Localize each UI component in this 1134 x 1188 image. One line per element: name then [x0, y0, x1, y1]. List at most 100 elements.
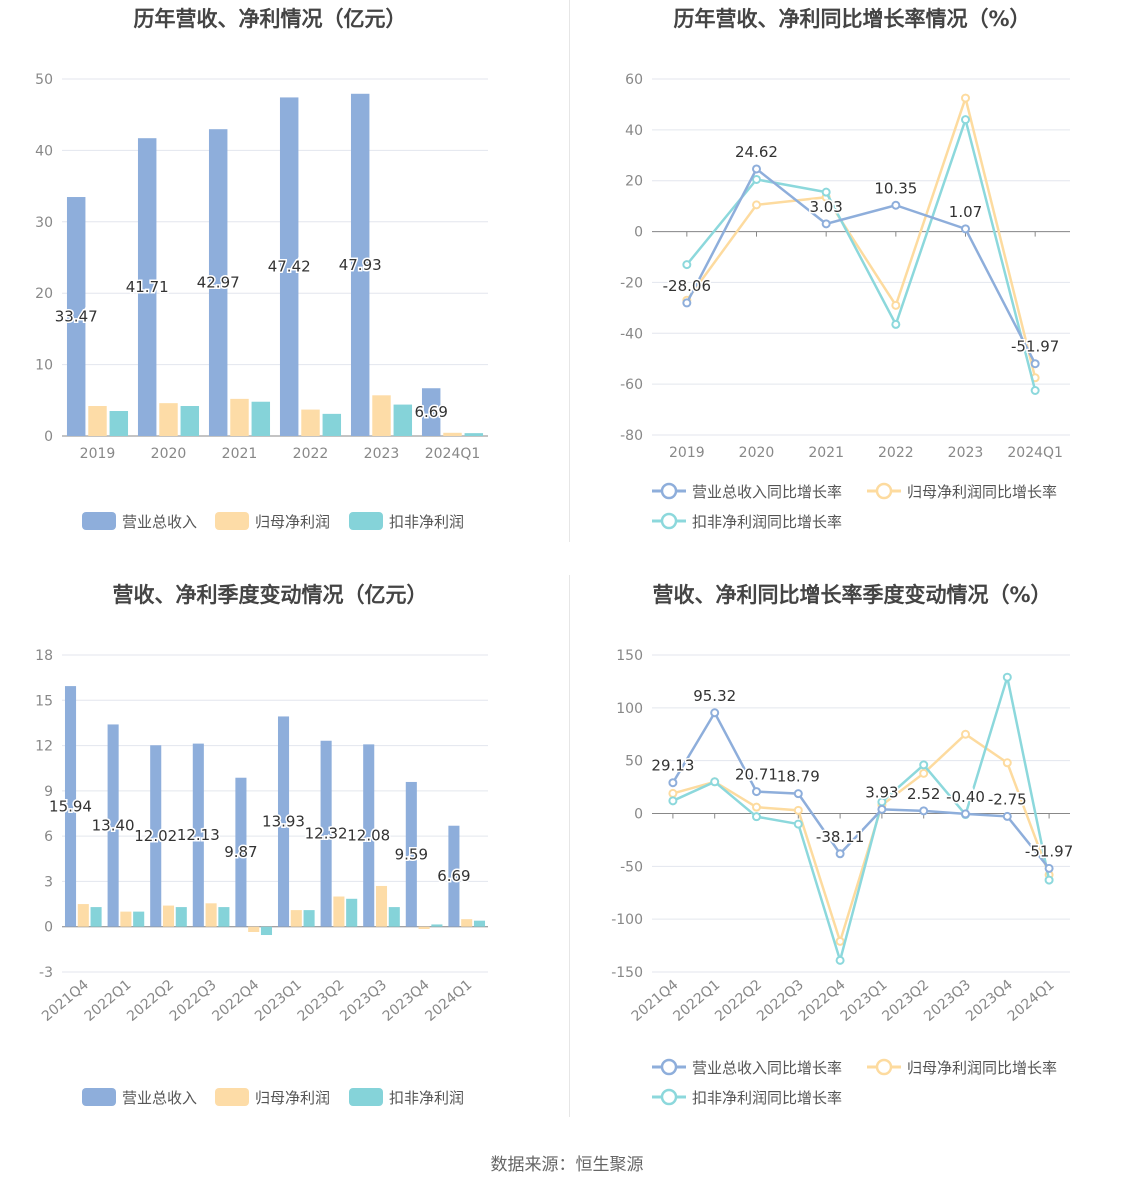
legend-label: 归母净利润 — [255, 1089, 330, 1107]
point-归母净利润同比增长率 — [961, 729, 970, 739]
data-label: -0.40 — [946, 788, 985, 806]
data-label: 15.94 — [49, 797, 92, 815]
line-扣非净利润同比增长率 — [672, 676, 1051, 965]
data-label: -38.11 — [816, 828, 864, 846]
x-tick-label: 2021 — [222, 446, 258, 462]
x-tick-label: 2021Q4 — [39, 977, 92, 1025]
legend-label: 归母净利润同比增长率 — [907, 483, 1057, 501]
point-营业总收入同比增长率 — [752, 787, 761, 797]
legend-swatch — [349, 512, 383, 530]
point-扣非净利润同比增长率 — [668, 796, 678, 806]
bar-归母净利润 — [248, 926, 260, 932]
y-tick-label: 20 — [35, 286, 53, 302]
bar-归母净利润 — [205, 903, 217, 927]
bar-营业总收入 — [363, 744, 375, 927]
bar-扣非净利润 — [260, 926, 273, 936]
legend-marker — [660, 1058, 678, 1076]
legend-label: 扣非净利润 — [389, 513, 464, 531]
bar-扣非净利润 — [388, 907, 400, 927]
data-label: 6.69 — [437, 867, 470, 885]
point-扣非净利润同比增长率 — [821, 187, 831, 197]
point-扣非净利润同比增长率 — [1044, 875, 1054, 885]
x-tick-label: 2022 — [293, 446, 329, 462]
chart-svg: 营收、净利同比增长率季度变动情况（%） -150 -100 -50 0 50 100 150 2… — [611, 583, 1075, 1107]
data-label: 41.71 — [126, 278, 169, 296]
data-label: 6.69 — [414, 403, 447, 421]
x-tick-label: 2022Q4 — [209, 977, 262, 1025]
legend-label: 归母净利润同比增长率 — [907, 1059, 1057, 1077]
x-tick-label: 2024Q1 — [1007, 445, 1063, 461]
chart-title: 历年营收、净利情况（亿元） — [134, 7, 407, 31]
y-tick-label: 0 — [44, 429, 53, 445]
point-归母净利润同比增长率 — [891, 300, 901, 310]
point-归母净利润同比增长率 — [668, 788, 678, 798]
point-营业总收入同比增长率 — [961, 224, 970, 234]
y-tick-label: 10 — [35, 358, 53, 374]
legend-item: 扣非净利润 — [349, 512, 464, 531]
data-source: 数据来源：恒生聚源 — [490, 1155, 644, 1175]
legend-swatch — [82, 512, 116, 530]
legend-item: 营业总收入同比增长率 — [652, 482, 842, 501]
bar-营业总收入 — [320, 740, 332, 927]
x-tick-label: 2020 — [151, 446, 187, 462]
data-label: 47.93 — [339, 256, 382, 274]
point-营业总收入同比增长率 — [835, 849, 845, 859]
bar-归母净利润 — [290, 910, 302, 927]
legend-item: 归母净利润 — [215, 1088, 330, 1107]
bar-归母净利润 — [162, 905, 175, 927]
point-营业总收入同比增长率 — [668, 778, 678, 788]
data-label: 10.35 — [874, 179, 917, 197]
bar-营业总收入 — [107, 724, 119, 927]
data-label: -2.75 — [988, 790, 1027, 808]
bar-营业总收入 — [192, 743, 204, 927]
bar-扣非净利润 — [303, 910, 315, 927]
bar-营业总收入 — [64, 686, 77, 927]
bar-扣非净利润 — [393, 404, 413, 436]
x-tick-label: 2023Q4 — [380, 977, 433, 1025]
data-label: 3.03 — [809, 198, 842, 216]
point-归母净利润同比增长率 — [961, 93, 970, 103]
bar-营业总收入 — [277, 716, 290, 927]
bar-归母净利润 — [88, 406, 107, 436]
y-tick-label: -3 — [39, 965, 53, 981]
quarterly-growth-rate-chart: 营收、净利同比增长率季度变动情况（%） -150 -100 -50 0 50 100 150 2… — [572, 575, 1134, 1120]
bar-扣非净利润 — [346, 898, 358, 927]
legend-item: 扣非净利润 — [349, 1088, 464, 1107]
point-营业总收入同比增长率 — [821, 219, 831, 229]
x-tick-label: 2022 — [878, 445, 914, 461]
bar-营业总收入 — [137, 138, 157, 436]
x-tick-label: 2019 — [669, 445, 705, 461]
bar-归母净利润 — [120, 911, 132, 927]
bar-扣非净利润 — [218, 907, 230, 927]
x-tick-label: 2024Q1 — [425, 446, 481, 462]
y-tick-label: 100 — [616, 701, 643, 717]
legend-swatch — [349, 1088, 383, 1106]
chart-svg: 营收、净利季度变动情况（亿元）-303691215182021Q42022Q12… — [35, 583, 488, 1107]
data-label: 9.87 — [224, 843, 257, 861]
bar-营业总收入 — [405, 781, 417, 927]
y-tick-label: 30 — [35, 215, 53, 231]
chart-title: 历年营收、净利同比增长率情况（%） — [673, 7, 1030, 31]
legend-marker — [660, 512, 678, 530]
bar-归母净利润 — [230, 398, 249, 436]
bar-扣非净利润 — [431, 924, 443, 927]
bar-扣非净利润 — [251, 401, 271, 436]
data-label: 42.97 — [197, 274, 240, 292]
y-tick-label: 3 — [44, 874, 53, 890]
data-label: 18.79 — [777, 768, 820, 786]
data-label: -51.97 — [1025, 842, 1073, 860]
x-tick-label: 2023 — [364, 446, 400, 462]
bar-营业总收入 — [66, 197, 86, 436]
point-归母净利润同比增长率 — [919, 768, 929, 778]
legend-label: 归母净利润 — [255, 513, 330, 531]
chart-svg: 历年营收、净利同比增长率情况（%） -80 -60 -40 -20 0 20 40 60 2019… — [620, 7, 1070, 531]
point-扣非净利润同比增长率 — [752, 812, 761, 822]
y-tick-label: 18 — [35, 648, 53, 664]
point-归母净利润同比增长率 — [793, 805, 803, 815]
point-营业总收入同比增长率 — [793, 789, 803, 799]
annual-growth-rate-chart: 历年营收、净利同比增长率情况（%） -80 -60 -40 -20 0 20 40 60 2019… — [572, 0, 1134, 545]
y-tick-label: 9 — [44, 784, 53, 800]
data-label: 12.08 — [347, 827, 390, 845]
bar-扣非净利润 — [175, 907, 187, 927]
point-扣非净利润同比增长率 — [793, 819, 803, 829]
